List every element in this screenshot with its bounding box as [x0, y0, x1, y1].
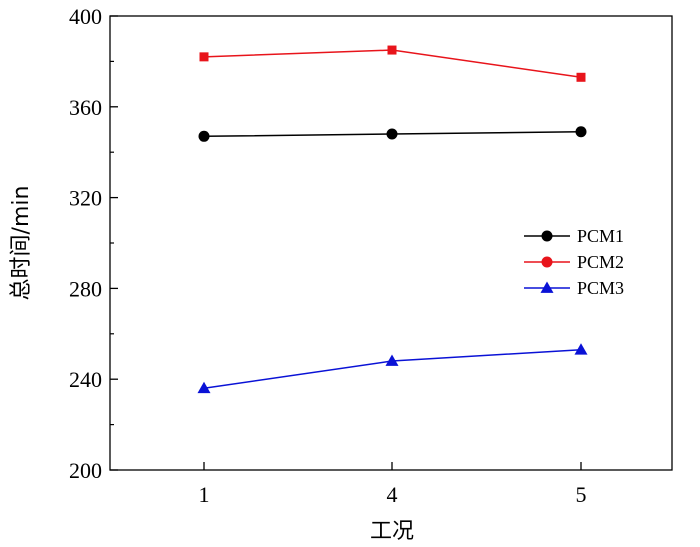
data-point: [577, 73, 586, 82]
legend-entry-pcm2: PCM2: [524, 252, 624, 272]
x-axis-title: 工况: [370, 519, 414, 544]
legend-label: PCM3: [577, 278, 624, 298]
series-pcm2: [200, 46, 586, 82]
y-tick-label: 400: [69, 4, 102, 29]
legend-marker: [542, 231, 553, 242]
y-tick-label: 240: [69, 367, 102, 392]
y-tick-label: 360: [69, 95, 102, 120]
y-tick-label: 320: [69, 186, 102, 211]
data-point: [576, 126, 587, 137]
series-pcm3: [198, 343, 588, 393]
x-tick-label: 1: [199, 482, 210, 507]
legend-marker: [541, 282, 554, 293]
legend-label: PCM2: [577, 252, 624, 272]
series-pcm1: [199, 126, 587, 142]
data-point: [388, 46, 397, 55]
x-tick-label: 5: [576, 482, 587, 507]
x-tick-label: 4: [387, 482, 398, 507]
data-point: [575, 343, 588, 354]
legend-entry-pcm3: PCM3: [524, 278, 624, 298]
y-axis-title: 总时间/min: [9, 186, 34, 301]
y-tick-label: 200: [69, 458, 102, 483]
legend-label: PCM1: [577, 226, 624, 246]
data-point: [200, 52, 209, 61]
series-layer: [198, 46, 588, 394]
data-point: [199, 131, 210, 142]
data-point: [387, 129, 398, 140]
line-chart: 200 240 280 320 360 400 1 4 5 PCM1 PCM2 PCM3 工况 总…: [0, 0, 700, 547]
legend-marker: [542, 257, 553, 268]
legend: PCM1 PCM2 PCM3: [524, 226, 624, 298]
x-axis: 1 4 5: [199, 462, 587, 507]
legend-entry-pcm1: PCM1: [524, 226, 624, 246]
y-tick-label: 280: [69, 276, 102, 301]
